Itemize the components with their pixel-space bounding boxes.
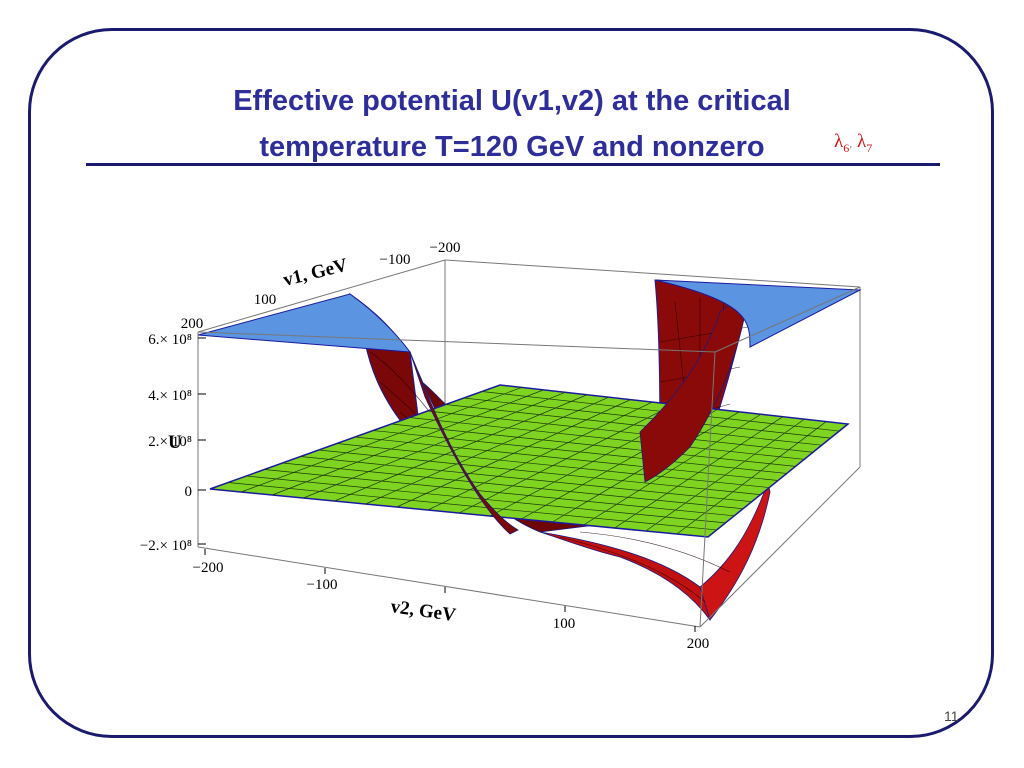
lambda-separator: , (849, 136, 853, 150)
title-line-2: temperature T=120 GeV and nonzero (259, 131, 765, 163)
v2-axis: −200 −100 100 200 v2, GeV (193, 549, 710, 652)
z-axis-label: U (168, 432, 182, 453)
v2-tick-label: −100 (307, 577, 338, 593)
z-axis: 6.× 10⁸ 4.× 10⁸ 2.× 10⁸ 0 −2.× 10⁸ U (140, 332, 206, 554)
z-tick-label: 2.× 10⁸ (148, 434, 192, 450)
lambda-symbols: λ6, λ7 (834, 131, 872, 156)
v2-tick-label: 200 (687, 636, 710, 652)
v1-tick-label: 100 (254, 292, 277, 308)
plot-box-back (197, 259, 861, 482)
potential-3d-plot: 6.× 10⁸ 4.× 10⁸ 2.× 10⁸ 0 −2.× 10⁸ U 200… (140, 240, 862, 652)
zero-plane (209, 384, 850, 538)
slide-title: Effective potential U(v1,v2) at the crit… (0, 78, 1024, 170)
v1-tick-label: −200 (430, 240, 461, 256)
v2-tick-label: 100 (553, 616, 576, 632)
potential-surface-front (409, 286, 751, 535)
z-tick-label: 0 (185, 484, 193, 500)
z-tick-label: 4.× 10⁸ (148, 388, 192, 404)
z-tick-label: 6.× 10⁸ (148, 332, 192, 348)
title-underline (86, 163, 940, 166)
lambda-7: λ7 (856, 131, 873, 155)
lambda-6: λ6 (834, 131, 850, 155)
v1-axis-label: v1, GeV (281, 255, 350, 291)
z-tick-label: −2.× 10⁸ (140, 538, 192, 554)
v1-tick-label: 200 (181, 316, 204, 332)
slide-frame (28, 28, 994, 738)
page-number: 11 (944, 708, 959, 724)
title-line-1: Effective potential U(v1,v2) at the crit… (233, 85, 791, 117)
v1-tick-label: −100 (380, 252, 411, 268)
v2-axis-label: v2, GeV (389, 596, 457, 626)
v2-tick-label: −200 (193, 560, 224, 576)
surface-caps (197, 279, 862, 353)
